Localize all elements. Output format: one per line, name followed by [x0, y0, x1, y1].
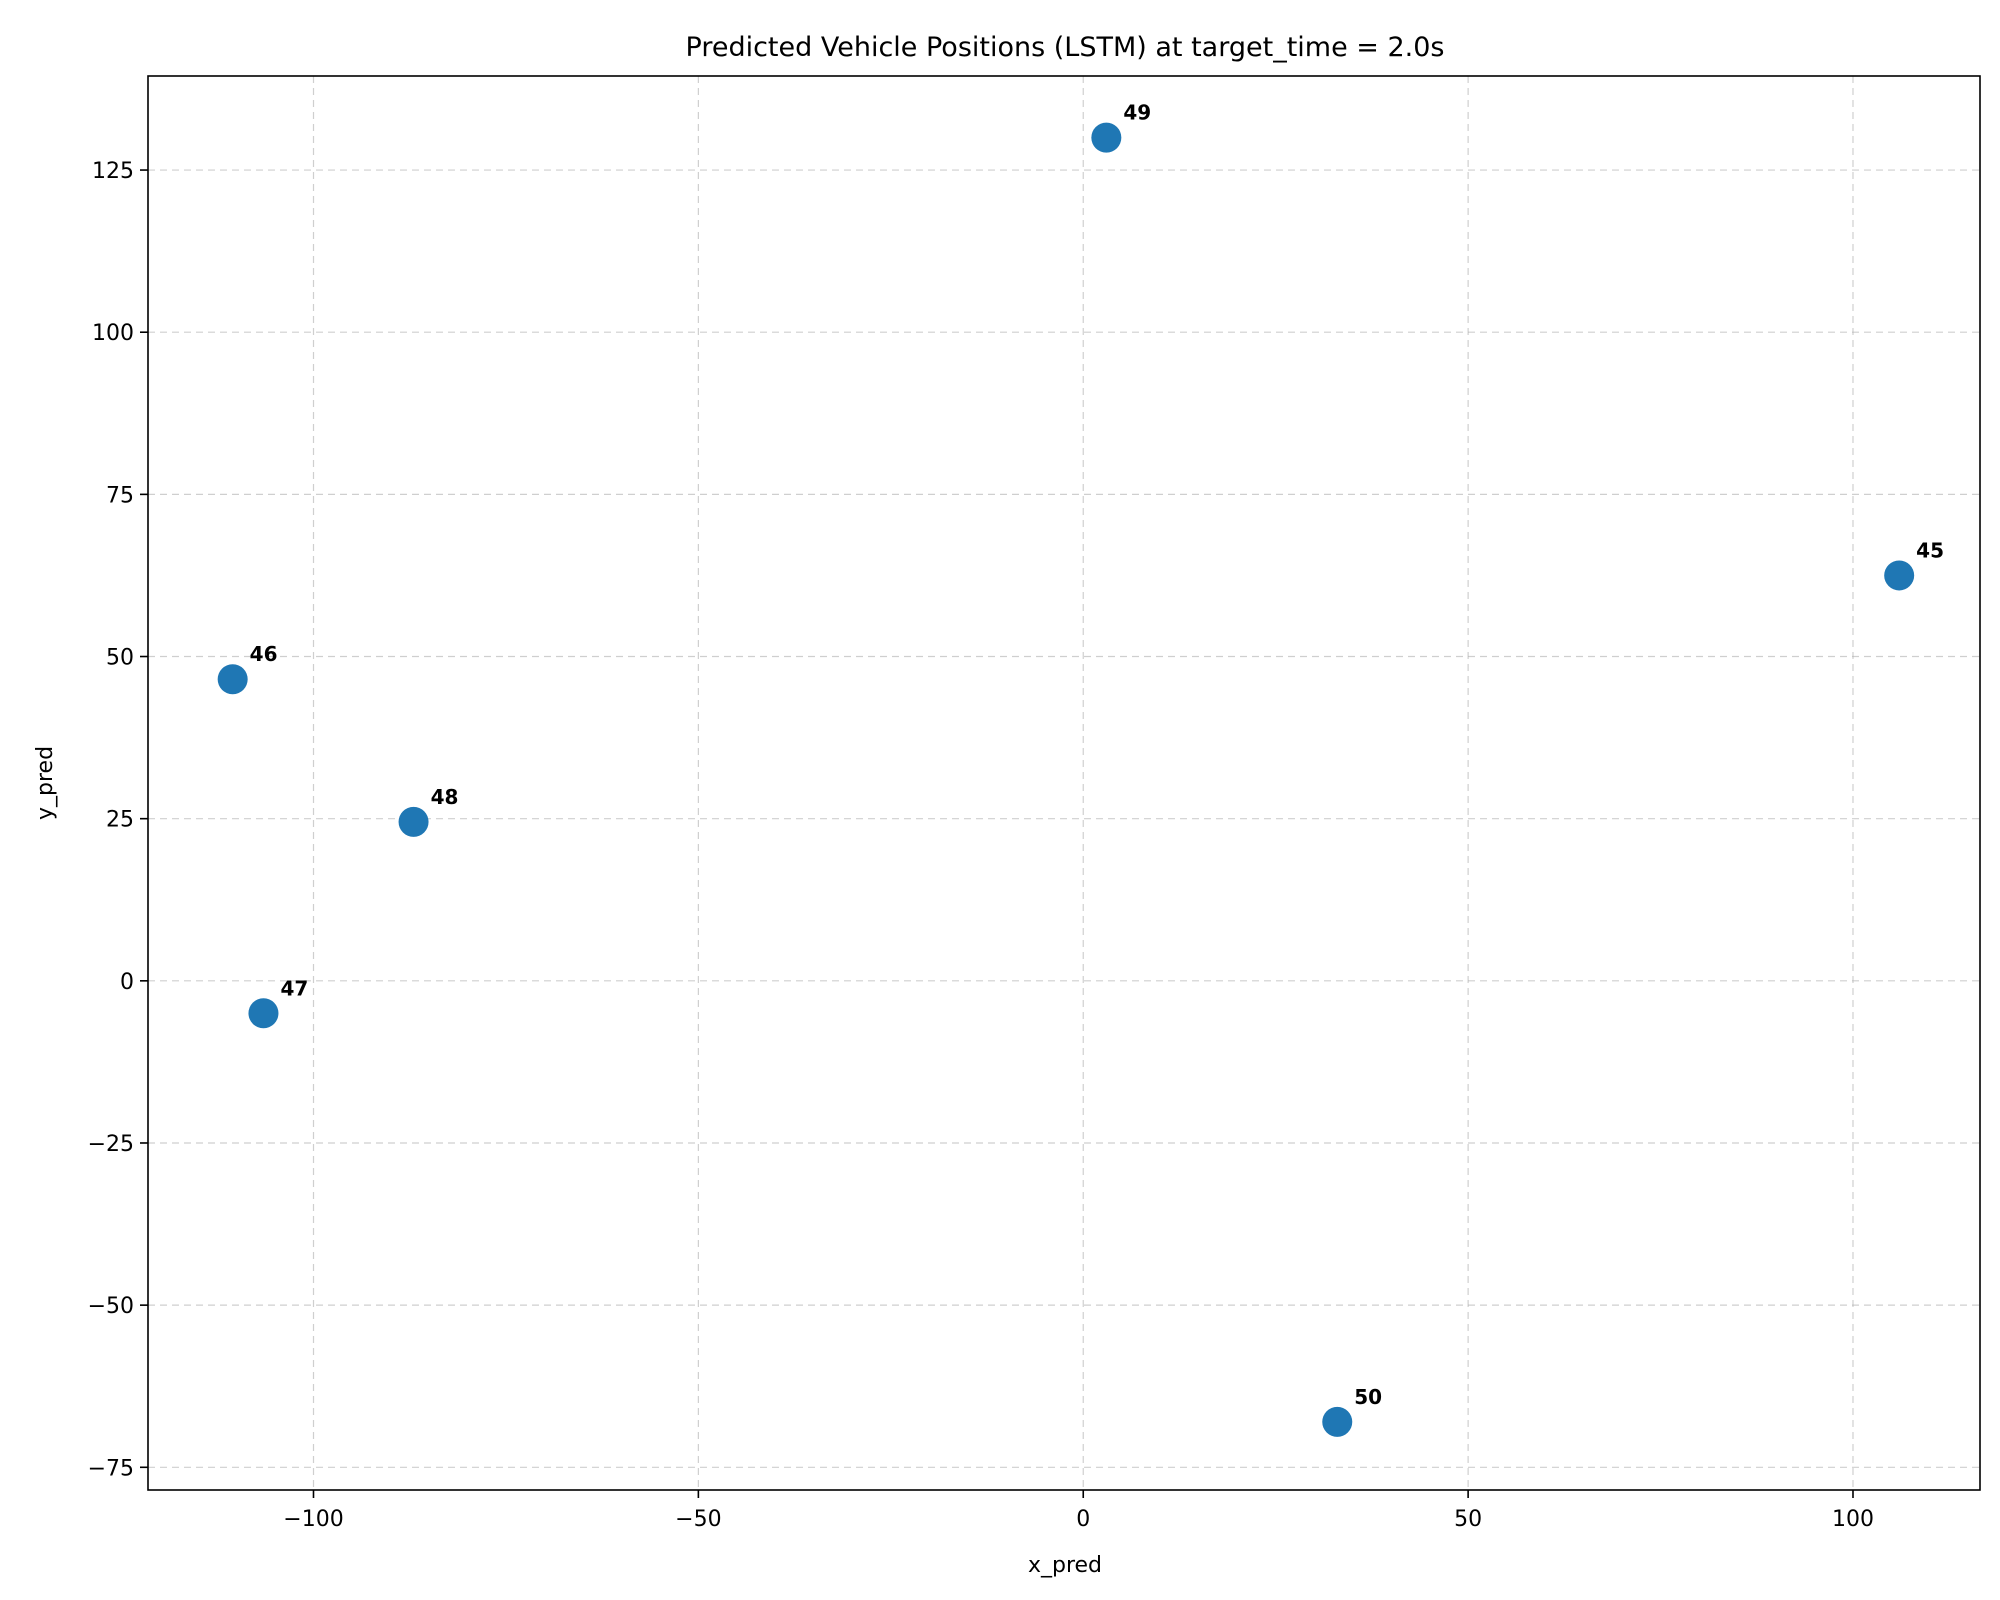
point-marker-46	[217, 664, 248, 695]
point-marker-47	[248, 998, 279, 1029]
point-label-50: 50	[1354, 1385, 1382, 1409]
y-tick-label: −75	[88, 1456, 134, 1481]
point-label-49: 49	[1123, 101, 1151, 125]
y-axis-label: y_pred	[33, 746, 58, 820]
chart-title: Predicted Vehicle Positions (LSTM) at ta…	[686, 32, 1445, 63]
x-tick-label: −100	[283, 1507, 343, 1532]
y-tick-label: 125	[92, 159, 134, 184]
y-tick-label: −25	[88, 1132, 134, 1157]
x-tick-label: −50	[675, 1507, 721, 1532]
point-label-48: 48	[431, 785, 459, 809]
point-marker-48	[398, 806, 429, 837]
x-tick-label: 100	[1832, 1507, 1874, 1532]
point-label-46: 46	[250, 642, 278, 666]
y-tick-label: 25	[106, 808, 134, 833]
point-label-47: 47	[280, 976, 308, 1000]
x-axis-label: x_pred	[1028, 1553, 1102, 1578]
plot-frame	[147, 75, 1981, 1491]
y-tick-label: 50	[106, 646, 134, 671]
y-tick-label: 100	[92, 321, 134, 346]
point-marker-50	[1322, 1406, 1353, 1437]
axis-ticks: −100 −50 0 50 100 −75 −50 −25 0 25 50 75 100 125	[88, 159, 1874, 1532]
x-tick-label: 50	[1454, 1507, 1482, 1532]
x-tick-label: 0	[1076, 1507, 1090, 1532]
point-marker-49	[1091, 122, 1122, 153]
y-tick-label: −50	[88, 1294, 134, 1319]
y-tick-label: 75	[106, 483, 134, 508]
point-marker-45	[1884, 560, 1915, 591]
y-tick-label: 0	[120, 970, 134, 995]
data-points: 45 46 47 48 49 50	[217, 101, 1944, 1437]
grid-lines	[148, 76, 1980, 1490]
point-label-45: 45	[1916, 538, 1944, 562]
